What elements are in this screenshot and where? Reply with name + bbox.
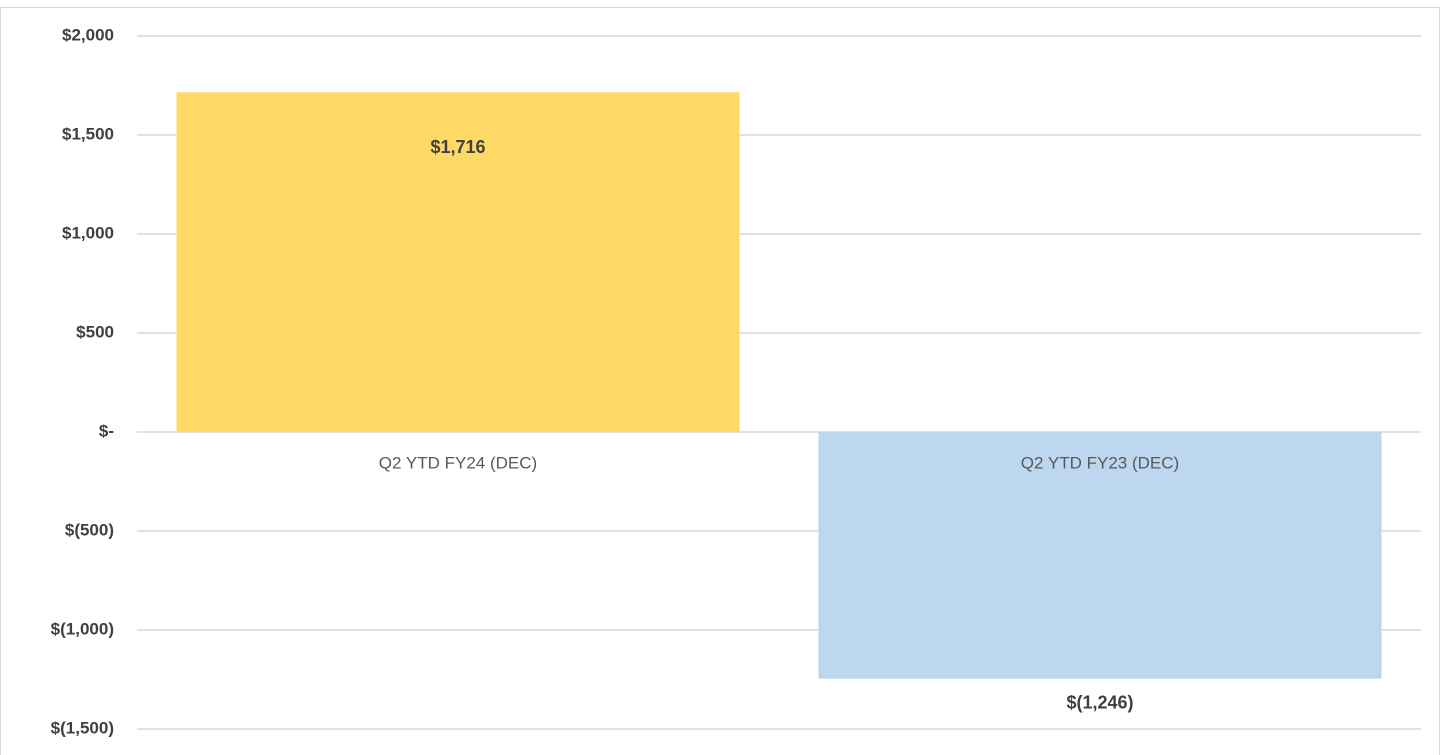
bar <box>176 92 740 433</box>
bar-layer <box>176 92 1382 679</box>
x-tick-label: Q2 YTD FY23 (DEC) <box>1021 453 1179 472</box>
y-tick-label: $500 <box>76 322 114 341</box>
x-tick-label: Q2 YTD FY24 (DEC) <box>379 453 537 472</box>
y-tick-label: $(500) <box>65 520 114 539</box>
y-tick-label: $1,500 <box>62 124 114 143</box>
data-label: $(1,246) <box>1066 692 1133 712</box>
label-layer: $2,000 $1,500 $1,000 $500 $- $(500) $(1,000) $(… <box>51 25 1180 737</box>
data-label: $1,716 <box>430 137 485 157</box>
y-tick-label: $- <box>99 421 114 440</box>
y-tick-label: $1,000 <box>62 223 114 242</box>
y-tick-label: $(1,000) <box>51 619 114 638</box>
chart-border <box>0 7 1440 755</box>
y-tick-label: $(1,500) <box>51 718 114 737</box>
y-tick-label: $2,000 <box>62 25 114 44</box>
bar <box>818 432 1382 679</box>
